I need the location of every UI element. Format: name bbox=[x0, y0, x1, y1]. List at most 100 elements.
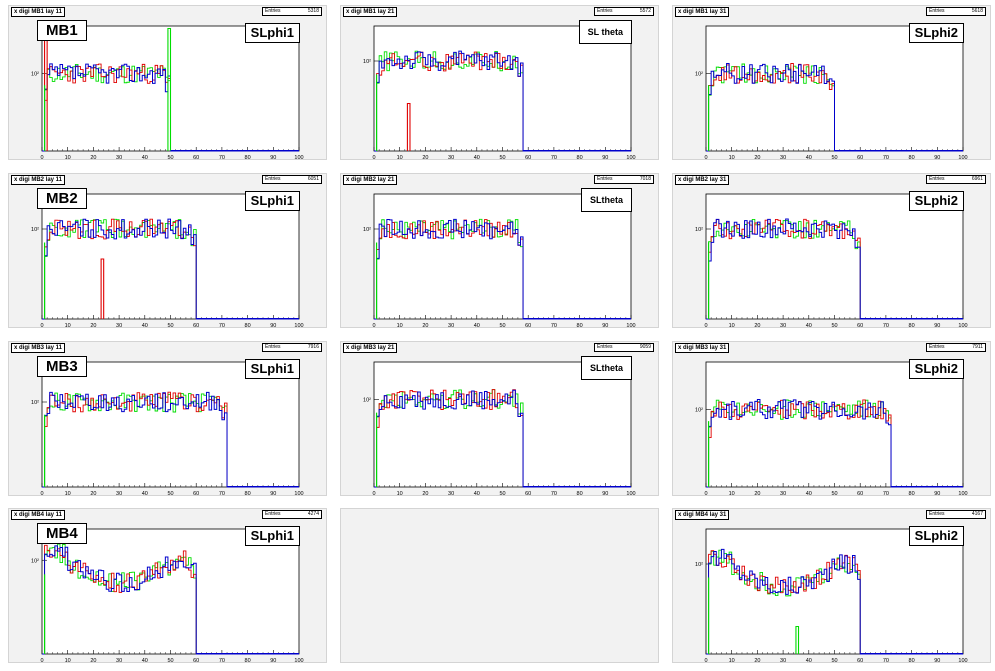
x-tick-label: 70 bbox=[551, 155, 557, 161]
x-tick-label: 0 bbox=[40, 323, 43, 329]
x-tick-label: 50 bbox=[167, 155, 173, 161]
histogram-pad: 0 10 20 30 40 50 60 70 80 90 100 10² x digi MB3 lay … bbox=[8, 341, 327, 497]
histogram-pad: 0 10 20 30 40 50 60 70 80 90 100 10² x digi MB4 lay … bbox=[8, 508, 327, 664]
x-tick-label: 10 bbox=[397, 491, 403, 497]
x-tick-label: 80 bbox=[245, 658, 251, 664]
histogram-blue-series bbox=[42, 391, 299, 488]
y-tick-label: 10² bbox=[363, 59, 371, 65]
superlayer-label: SLphi2 bbox=[908, 526, 964, 546]
y-tick-label: 10² bbox=[695, 227, 703, 233]
stats-entries: 4274 bbox=[307, 511, 319, 517]
x-tick-label: 60 bbox=[857, 155, 863, 161]
stats-label: Entries bbox=[929, 176, 945, 182]
pad-title: x digi MB1 lay 11 bbox=[11, 7, 66, 17]
x-tick-label: 60 bbox=[193, 323, 199, 329]
stats-entries: 5572 bbox=[639, 8, 651, 14]
y-tick-label: 10² bbox=[31, 72, 39, 78]
plot-frame bbox=[373, 361, 632, 488]
x-tick-label: 60 bbox=[193, 658, 199, 664]
plot-frame bbox=[705, 528, 964, 655]
x-tick-label: 80 bbox=[245, 323, 251, 329]
y-tick-label: 10² bbox=[695, 562, 703, 568]
stats-box: Entries 4274 bbox=[262, 510, 322, 519]
x-tick-label: 90 bbox=[934, 323, 940, 329]
stats-label: Entries bbox=[597, 176, 613, 182]
x-tick-label: 0 bbox=[40, 155, 43, 161]
x-tick-label: 30 bbox=[116, 491, 122, 497]
x-tick-label: 70 bbox=[883, 658, 889, 664]
x-tick-label: 30 bbox=[780, 491, 786, 497]
plot-frame bbox=[705, 361, 964, 488]
x-tick-label: 30 bbox=[448, 491, 454, 497]
x-tick-label: 70 bbox=[219, 155, 225, 161]
x-tick-label: 100 bbox=[294, 323, 303, 329]
x-tick-label: 30 bbox=[116, 323, 122, 329]
y-tick-label: 10² bbox=[363, 227, 371, 233]
x-tick-label: 90 bbox=[934, 491, 940, 497]
histogram-plot: 0 10 20 30 40 50 60 70 80 90 100 10² bbox=[31, 25, 304, 161]
plot-frame bbox=[373, 193, 632, 320]
histogram-pad: 0 10 20 30 40 50 60 70 80 90 100 10² x digi MB2 lay … bbox=[8, 173, 327, 329]
histogram-spike bbox=[100, 258, 105, 319]
x-tick-label: 100 bbox=[958, 491, 967, 497]
histogram-pad: 0 10 20 30 40 50 60 70 80 90 100 10² x digi MB1 lay … bbox=[8, 5, 327, 161]
histogram-plot: 0 10 20 30 40 50 60 70 80 90 100 10² bbox=[31, 193, 304, 329]
x-tick-label: 50 bbox=[167, 658, 173, 664]
x-tick-label: 40 bbox=[806, 658, 812, 664]
y-tick-label: 10² bbox=[363, 398, 371, 404]
superlayer-label: SL theta bbox=[578, 20, 632, 44]
x-tick-label: 50 bbox=[167, 323, 173, 329]
stats-label: Entries bbox=[597, 8, 613, 14]
chamber-label: MB1 bbox=[37, 20, 87, 41]
x-tick-label: 100 bbox=[294, 491, 303, 497]
y-tick-label: 10² bbox=[31, 400, 39, 406]
x-tick-label: 50 bbox=[831, 658, 837, 664]
x-tick-label: 90 bbox=[602, 323, 608, 329]
x-tick-label: 10 bbox=[65, 323, 71, 329]
x-tick-label: 50 bbox=[499, 323, 505, 329]
histogram-blue-series bbox=[706, 399, 963, 488]
x-tick-label: 100 bbox=[958, 323, 967, 329]
stats-label: Entries bbox=[265, 344, 281, 350]
superlayer-label: SLphi2 bbox=[908, 23, 964, 43]
x-tick-label: 60 bbox=[857, 323, 863, 329]
histogram-pad: 0 10 20 30 40 50 60 70 80 90 100 10² x digi MB3 lay … bbox=[340, 341, 659, 497]
superlayer-label: SLphi2 bbox=[908, 359, 964, 379]
x-tick-label: 70 bbox=[551, 323, 557, 329]
x-tick-label: 40 bbox=[142, 323, 148, 329]
x-tick-label: 60 bbox=[193, 155, 199, 161]
x-tick-label: 20 bbox=[754, 323, 760, 329]
x-tick-label: 80 bbox=[577, 491, 583, 497]
histogram-spike bbox=[406, 102, 411, 151]
y-tick-label: 10² bbox=[31, 227, 39, 233]
x-tick-label: 20 bbox=[90, 155, 96, 161]
x-tick-label: 30 bbox=[448, 323, 454, 329]
stats-entries: 7911 bbox=[972, 344, 983, 350]
histogram-pad bbox=[340, 508, 659, 663]
histogram-plot: 0 10 20 30 40 50 60 70 80 90 100 10² bbox=[695, 25, 968, 161]
chamber-label: MB3 bbox=[37, 356, 87, 377]
x-tick-label: 0 bbox=[40, 491, 43, 497]
x-tick-label: 10 bbox=[729, 155, 735, 161]
x-tick-label: 40 bbox=[474, 155, 480, 161]
stats-entries: 9059 bbox=[639, 344, 651, 350]
x-tick-label: 40 bbox=[142, 658, 148, 664]
stats-box: Entries 6051 bbox=[262, 175, 322, 184]
stats-box: Entries 4167 bbox=[926, 510, 986, 519]
x-tick-label: 90 bbox=[270, 155, 276, 161]
x-tick-label: 50 bbox=[831, 155, 837, 161]
x-tick-label: 20 bbox=[422, 491, 428, 497]
x-tick-label: 20 bbox=[422, 323, 428, 329]
histogram-plot: 0 10 20 30 40 50 60 70 80 90 100 10² bbox=[363, 25, 636, 161]
superlayer-label: SLphi2 bbox=[908, 191, 964, 211]
stats-entries: 5618 bbox=[971, 8, 983, 14]
x-tick-label: 80 bbox=[909, 491, 915, 497]
superlayer-label: SLphi1 bbox=[244, 526, 300, 546]
pad-title: x digi MB1 lay 21 bbox=[343, 7, 398, 17]
histogram-plot: 0 10 20 30 40 50 60 70 80 90 100 10² bbox=[31, 528, 304, 664]
x-tick-label: 100 bbox=[626, 323, 635, 329]
x-tick-label: 10 bbox=[65, 658, 71, 664]
x-tick-label: 20 bbox=[754, 658, 760, 664]
stats-label: Entries bbox=[597, 344, 613, 350]
pad-title: x digi MB3 lay 21 bbox=[343, 343, 398, 353]
